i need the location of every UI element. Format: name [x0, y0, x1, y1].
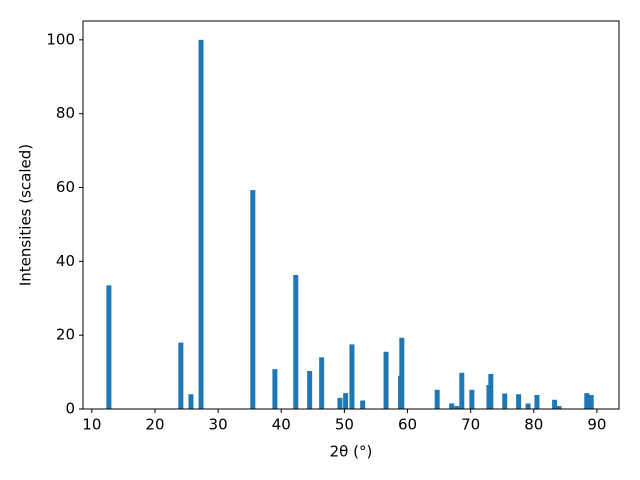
- bar: [534, 394, 540, 409]
- bar: [250, 190, 256, 409]
- bar: [272, 369, 278, 409]
- bar: [178, 342, 184, 409]
- bar: [516, 394, 522, 409]
- y-tick-label: 40: [56, 252, 75, 270]
- bar: [552, 399, 558, 409]
- y-tick-label: 20: [56, 326, 75, 344]
- bar: [307, 370, 313, 409]
- x-tick-label: 50: [335, 416, 354, 434]
- x-tick-label: 90: [587, 416, 606, 434]
- y-tick-label: 100: [46, 30, 75, 48]
- x-tick-label: 10: [82, 416, 101, 434]
- plot-frame: [82, 20, 620, 410]
- y-tick-label: 80: [56, 104, 75, 122]
- bar: [488, 373, 494, 409]
- x-axis-label: 2θ (°): [330, 443, 373, 461]
- x-tick-label: 70: [461, 416, 480, 434]
- x-tick-label: 80: [524, 416, 543, 434]
- bar: [525, 403, 531, 409]
- bar: [588, 394, 594, 409]
- bar: [337, 397, 343, 409]
- bar: [319, 357, 325, 409]
- bar: [502, 393, 508, 409]
- bar: [360, 400, 366, 409]
- bar: [343, 393, 349, 409]
- y-tick-label: 0: [65, 400, 75, 418]
- y-tick-label: 60: [56, 178, 75, 196]
- bar: [399, 337, 405, 409]
- x-tick-label: 60: [398, 416, 417, 434]
- bar: [469, 389, 475, 409]
- y-axis-label: Intensities (scaled): [17, 144, 35, 286]
- x-tick-label: 40: [272, 416, 291, 434]
- bar: [584, 393, 590, 409]
- bar: [556, 406, 562, 409]
- bar: [188, 394, 194, 409]
- x-tick-label: 30: [209, 416, 228, 434]
- bar: [383, 351, 389, 409]
- bar: [198, 39, 204, 409]
- bar: [434, 389, 440, 409]
- bar: [293, 274, 299, 409]
- bar: [349, 344, 355, 409]
- bar: [106, 285, 112, 409]
- bar: [454, 406, 460, 409]
- x-tick-label: 20: [145, 416, 164, 434]
- bar: [449, 403, 455, 409]
- bar: [459, 372, 465, 409]
